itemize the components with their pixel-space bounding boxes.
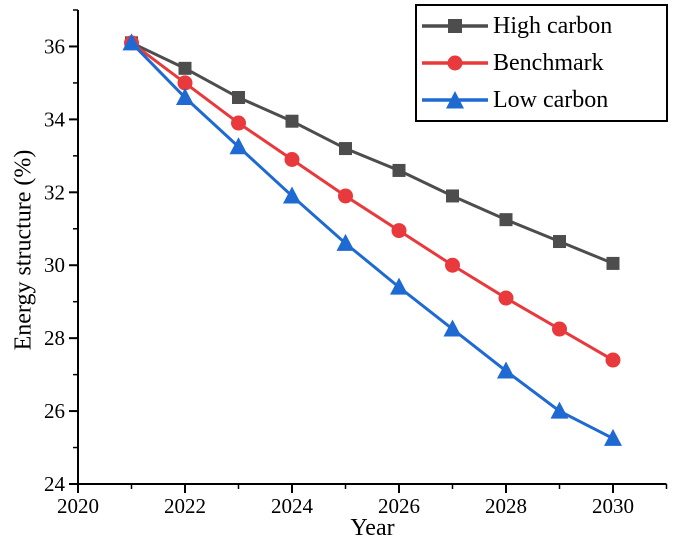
x-axis-tick-label: 2022 [164,494,206,518]
series-low-carbon-marker [390,277,408,295]
low-carbon-line-triangle-icon [422,90,488,109]
y-axis-tick-label: 26 [44,399,65,423]
x-axis-tick-label: 2030 [592,494,634,518]
series-low-carbon-marker [229,137,248,155]
series-benchmark-marker [552,321,567,337]
series-high-carbon-marker [392,163,406,177]
series-benchmark-marker [338,188,353,204]
series-low-carbon-marker [497,361,515,379]
series-benchmark-marker [445,257,460,273]
x-axis-tick-label: 2028 [485,494,527,518]
series-high-carbon-marker [339,142,352,156]
legend-item-benchmark: Benchmark [422,51,666,75]
legend-item-low-carbon: Low carbon [422,88,666,112]
series-benchmark-marker [231,115,246,131]
series-low-carbon-marker [122,33,141,51]
series-low-carbon-marker [336,233,355,251]
series-high-carbon-marker [499,213,513,227]
series-benchmark-marker [498,290,514,306]
legend-label-benchmark: Benchmark [493,49,604,76]
series-high-carbon-marker [178,61,192,75]
y-axis-tick-label: 32 [44,180,65,204]
series-benchmark-marker [177,75,193,91]
legend-label-high-carbon: High carbon [493,13,613,40]
series-high-carbon-marker [232,91,245,105]
benchmark-line-circle-icon [422,55,488,71]
series-benchmark-marker [284,151,300,167]
x-axis-tick-label: 2024 [271,494,314,518]
x-axis-title: Year [350,515,395,541]
series-low-carbon-marker [550,401,569,419]
y-axis-tick-label: 34 [44,107,66,131]
legend-label-low-carbon: Low carbon [493,86,609,113]
series-benchmark-marker [391,223,407,239]
series-low-carbon-marker [604,428,622,446]
high-carbon-line-square-icon [422,19,488,34]
series-high-carbon-line [130,41,614,265]
series-high-carbon-marker [446,189,459,203]
legend-item-high-carbon: High carbon [422,14,666,38]
square-marker-icon [448,19,462,34]
y-axis-tick-label: 36 [44,34,65,58]
series-benchmark-marker [605,352,621,368]
series-high-carbon-marker [553,235,566,249]
y-axis-title: Energy structure (%) [10,149,37,351]
series-low-carbon-marker [443,319,462,337]
legend: High carbon Benchmark Low carbon [415,4,668,122]
triangle-marker-icon [446,90,464,109]
series-low-carbon-marker [176,88,194,106]
x-axis-tick-label: 2026 [378,494,420,518]
series-low-carbon-line [130,41,614,440]
y-axis-tick-label: 24 [44,472,66,496]
series-low-carbon-marker [283,186,301,204]
circle-marker-icon [447,55,463,71]
y-axis-tick-label: 28 [44,326,65,350]
series-high-carbon-marker [285,114,299,128]
x-axis-tick-label: 2020 [57,494,99,518]
series-high-carbon-marker [606,256,620,270]
y-axis-tick-label: 30 [44,253,65,277]
series-benchmark-line [130,41,614,362]
